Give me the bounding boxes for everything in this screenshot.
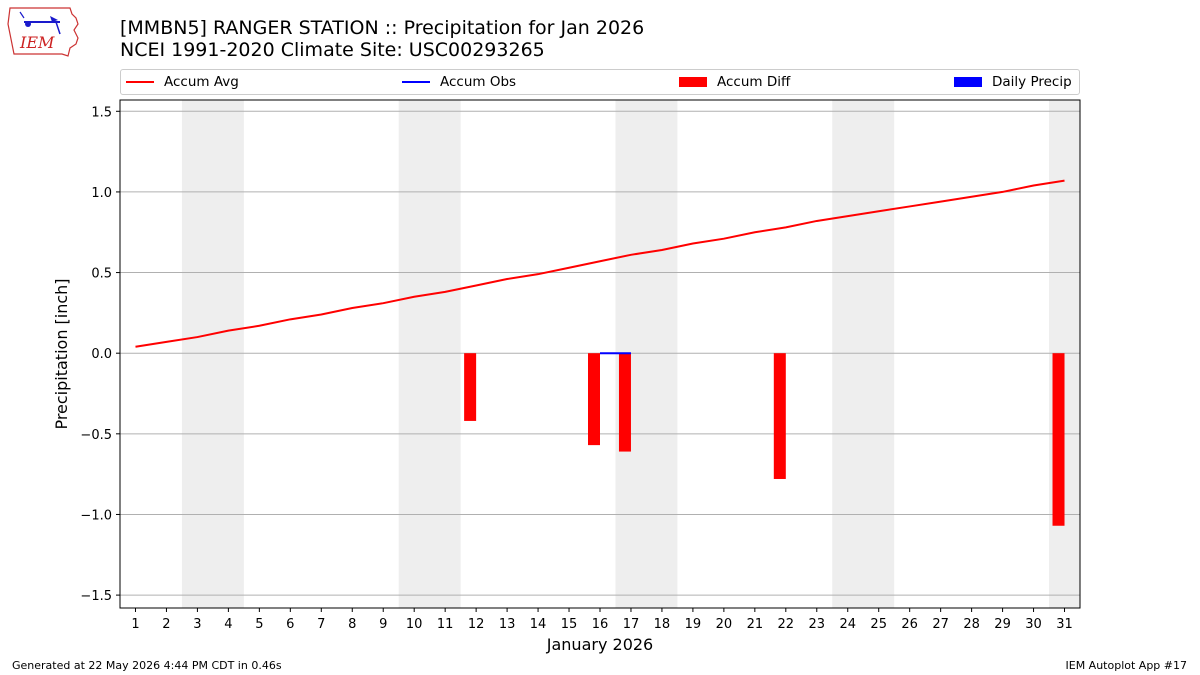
iem-logo: IEM bbox=[7, 7, 79, 57]
legend-label-accum-obs: Accum Obs bbox=[440, 74, 517, 90]
x-tick-label: 14 bbox=[530, 617, 547, 632]
x-tick-label: 29 bbox=[994, 617, 1011, 632]
weekend-band bbox=[181, 100, 244, 608]
accum-diff-bar bbox=[588, 353, 600, 446]
y-tick-label: 1.0 bbox=[91, 186, 112, 201]
legend-label-accum-avg: Accum Avg bbox=[164, 74, 239, 90]
title-line-2: NCEI 1991-2020 Climate Site: USC00293265 bbox=[120, 39, 545, 61]
x-tick-label: 26 bbox=[901, 617, 918, 632]
x-tick-label: 9 bbox=[379, 617, 387, 632]
y-tick-label: −1.0 bbox=[80, 508, 112, 523]
legend: Accum Avg Accum Obs Accum Diff Daily Pre… bbox=[120, 69, 1080, 95]
x-tick-label: 28 bbox=[963, 617, 980, 632]
x-tick-label: 7 bbox=[317, 617, 325, 632]
accum-avg-line bbox=[135, 179, 1065, 348]
weekend-band bbox=[398, 100, 461, 608]
x-tick-label: 17 bbox=[623, 617, 640, 632]
x-tick-label: 6 bbox=[286, 617, 294, 632]
x-tick-label: 10 bbox=[406, 617, 423, 632]
footer-app: IEM Autoplot App #17 bbox=[1065, 659, 1188, 672]
x-tick-label: 16 bbox=[592, 617, 609, 632]
x-tick-label: 12 bbox=[468, 617, 485, 632]
weekend-band bbox=[832, 100, 895, 608]
accum-diff-bar bbox=[1052, 353, 1065, 526]
y-tick-label: −1.5 bbox=[80, 589, 112, 604]
y-tick-label: 0.0 bbox=[91, 347, 112, 362]
accum-diff-bar bbox=[464, 353, 477, 421]
legend-label-accum-diff: Accum Diff bbox=[717, 74, 791, 90]
footer-generated: Generated at 22 May 2026 4:44 PM CDT in … bbox=[12, 659, 282, 672]
legend-swatch-accum-obs bbox=[402, 81, 430, 83]
x-axis-label: January 2026 bbox=[546, 635, 653, 654]
x-tick-label: 25 bbox=[870, 617, 887, 632]
chart-title: [MMBN5] RANGER STATION :: Precipitation … bbox=[120, 17, 644, 61]
x-tick-label: 22 bbox=[778, 617, 795, 632]
accum-diff-bar bbox=[773, 353, 786, 479]
legend-swatch-accum-avg bbox=[126, 81, 154, 83]
x-tick-label: 23 bbox=[809, 617, 826, 632]
x-tick-label: 31 bbox=[1056, 617, 1073, 632]
x-tick-label: 1 bbox=[131, 617, 139, 632]
y-axis-label: Precipitation [inch] bbox=[52, 278, 71, 429]
logo-text: IEM bbox=[19, 33, 55, 52]
x-tick-label: 5 bbox=[255, 617, 263, 632]
x-tick-label: 8 bbox=[348, 617, 356, 632]
legend-label-daily-precip: Daily Precip bbox=[992, 74, 1072, 90]
x-tick-label: 18 bbox=[654, 617, 671, 632]
y-tick-label: −0.5 bbox=[80, 428, 112, 443]
plot-frame bbox=[119, 99, 1081, 609]
x-tick-label: 4 bbox=[224, 617, 232, 632]
x-tick-label: 21 bbox=[747, 617, 764, 632]
x-tick-label: 15 bbox=[561, 617, 578, 632]
x-tick-label: 11 bbox=[437, 617, 454, 632]
x-tick-label: 24 bbox=[839, 617, 856, 632]
x-tick-label: 2 bbox=[162, 617, 170, 632]
y-tick-label: 0.5 bbox=[91, 267, 112, 282]
legend-swatch-daily-precip bbox=[954, 77, 982, 87]
x-tick-label: 13 bbox=[499, 617, 516, 632]
x-tick-label: 3 bbox=[193, 617, 201, 632]
y-tick-label: 1.5 bbox=[91, 105, 112, 120]
legend-swatch-accum-diff bbox=[679, 77, 707, 87]
x-tick-label: 20 bbox=[716, 617, 733, 632]
title-line-1: [MMBN5] RANGER STATION :: Precipitation … bbox=[120, 17, 645, 39]
x-tick-label: 30 bbox=[1025, 617, 1042, 632]
accum-diff-bar bbox=[618, 353, 631, 452]
x-tick-label: 27 bbox=[932, 617, 949, 632]
x-tick-label: 19 bbox=[685, 617, 702, 632]
